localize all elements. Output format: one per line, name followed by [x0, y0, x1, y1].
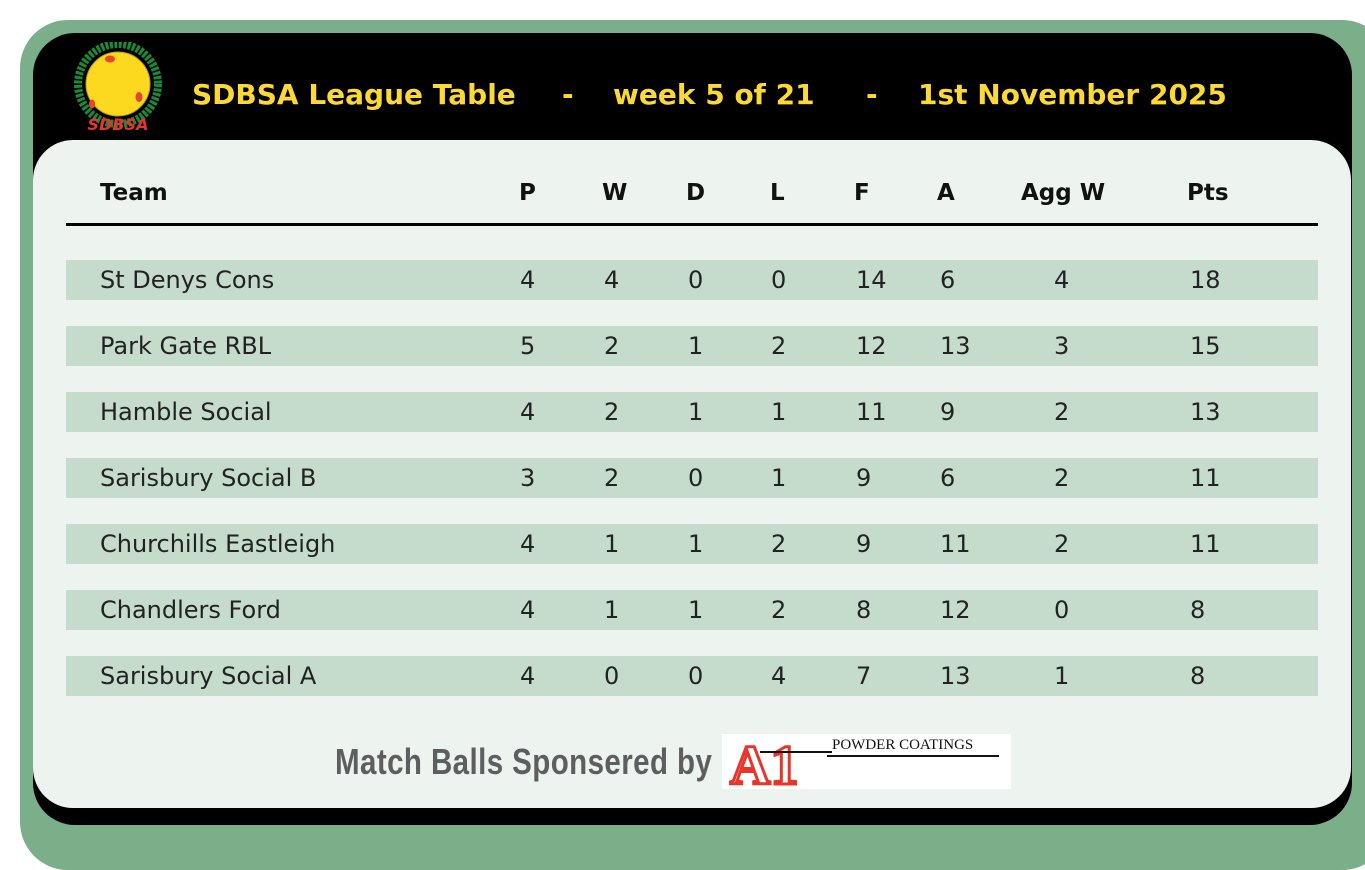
cell-l: 2 — [771, 596, 787, 624]
table-row: Sarisbury Social B 3 2 0 1 9 6 2 11 — [66, 458, 1318, 498]
cell-w: 0 — [604, 662, 620, 690]
cell-pts: 13 — [1190, 398, 1221, 426]
cell-p: 4 — [520, 266, 536, 294]
cell-a: 13 — [940, 332, 971, 360]
cell-w: 2 — [604, 332, 620, 360]
header-divider — [66, 223, 1318, 226]
column-header-d: D — [686, 180, 706, 206]
cell-pts: 11 — [1190, 530, 1221, 558]
cell-agg-w: 2 — [1054, 398, 1070, 426]
cell-pts: 15 — [1190, 332, 1221, 360]
column-header-l: L — [770, 180, 785, 206]
cell-a: 9 — [940, 398, 956, 426]
table-row: Churchills Eastleigh 4 1 1 2 9 11 2 11 — [66, 524, 1318, 564]
cell-agg-w: 1 — [1054, 662, 1070, 690]
column-header-w: W — [602, 180, 628, 206]
team-name: Chandlers Ford — [100, 596, 281, 624]
cell-d: 1 — [688, 596, 704, 624]
title-separator: - — [562, 78, 574, 111]
column-header-f: F — [854, 180, 870, 206]
cell-a: 6 — [940, 266, 956, 294]
column-header-pts: Pts — [1187, 180, 1229, 206]
cell-f: 7 — [856, 662, 872, 690]
table-row: Sarisbury Social A 4 0 0 4 7 13 1 8 — [66, 656, 1318, 696]
cell-w: 1 — [604, 596, 620, 624]
table-row: Chandlers Ford 4 1 1 2 8 12 0 8 — [66, 590, 1318, 630]
cell-p: 4 — [520, 596, 536, 624]
sponsor-logo: A1 POWDER COATINGS — [722, 734, 1011, 799]
svg-text:A1: A1 — [730, 735, 798, 789]
cell-pts: 11 — [1190, 464, 1221, 492]
cell-l: 4 — [771, 662, 787, 690]
cell-pts: 8 — [1190, 662, 1206, 690]
team-name: St Denys Cons — [100, 266, 275, 294]
logo-rule — [827, 755, 999, 757]
table-row: Park Gate RBL 5 2 1 2 12 13 3 15 — [66, 326, 1318, 366]
cell-agg-w: 0 — [1054, 596, 1070, 624]
column-header-p: P — [519, 180, 536, 206]
cell-a: 6 — [940, 464, 956, 492]
sdbsa-logo: SDBSA — [74, 42, 162, 134]
title-separator: - — [866, 78, 878, 111]
cell-p: 4 — [520, 662, 536, 690]
cell-d: 1 — [688, 332, 704, 360]
column-header-team: Team — [100, 180, 168, 206]
league-title: SDBSA League Table — [192, 78, 516, 111]
cell-l: 2 — [771, 332, 787, 360]
cell-f: 14 — [856, 266, 887, 294]
cell-l: 2 — [771, 530, 787, 558]
cell-d: 1 — [688, 530, 704, 558]
cell-w: 4 — [604, 266, 620, 294]
cell-agg-w: 3 — [1054, 332, 1070, 360]
a1-logo-icon: A1 — [729, 734, 832, 799]
table-row: St Denys Cons 4 4 0 0 14 6 4 18 — [66, 260, 1318, 300]
cell-a: 12 — [940, 596, 971, 624]
team-name: Churchills Eastleigh — [100, 530, 336, 558]
sponsor-name: POWDER COATINGS — [832, 737, 974, 753]
cell-agg-w: 2 — [1054, 464, 1070, 492]
team-name: Sarisbury Social A — [100, 662, 317, 690]
team-name: Sarisbury Social B — [100, 464, 317, 492]
week-label: week 5 of 21 — [613, 78, 815, 111]
team-name: Hamble Social — [100, 398, 272, 426]
cell-p: 5 — [520, 332, 536, 360]
svg-text:SDBSA: SDBSA — [88, 115, 149, 134]
cell-d: 0 — [688, 662, 704, 690]
cell-d: 1 — [688, 398, 704, 426]
cell-p: 4 — [520, 398, 536, 426]
cell-f: 9 — [856, 464, 872, 492]
team-name: Park Gate RBL — [100, 332, 272, 360]
column-header-agg-w: Agg W — [1021, 180, 1106, 206]
cell-f: 9 — [856, 530, 872, 558]
cell-pts: 18 — [1190, 266, 1221, 294]
cell-w: 2 — [604, 464, 620, 492]
sponsor-label: Match Balls Sponsered by — [335, 741, 713, 782]
cell-f: 12 — [856, 332, 887, 360]
cell-l: 1 — [771, 398, 787, 426]
cell-agg-w: 2 — [1054, 530, 1070, 558]
date-label: 1st November 2025 — [918, 78, 1227, 111]
cell-a: 11 — [940, 530, 971, 558]
cell-p: 3 — [520, 464, 536, 492]
cell-p: 4 — [520, 530, 536, 558]
cell-agg-w: 4 — [1054, 266, 1070, 294]
column-header-a: A — [937, 180, 955, 206]
cell-l: 1 — [771, 464, 787, 492]
cell-f: 8 — [856, 596, 872, 624]
cell-a: 13 — [940, 662, 971, 690]
cell-d: 0 — [688, 464, 704, 492]
cell-f: 11 — [856, 398, 887, 426]
table-row: Hamble Social 4 2 1 1 11 9 2 13 — [66, 392, 1318, 432]
cell-w: 1 — [604, 530, 620, 558]
cell-d: 0 — [688, 266, 704, 294]
cell-w: 2 — [604, 398, 620, 426]
cell-l: 0 — [771, 266, 787, 294]
cell-pts: 8 — [1190, 596, 1206, 624]
